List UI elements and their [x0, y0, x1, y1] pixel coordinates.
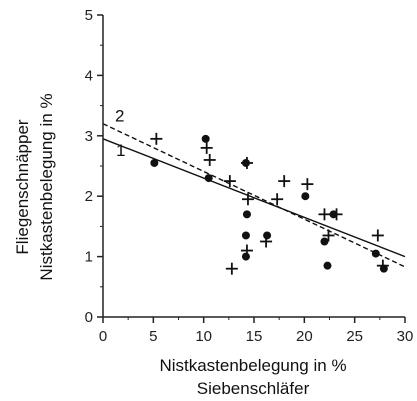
plus-point: [371, 229, 384, 242]
data-marks: [150, 132, 389, 275]
plus-point: [225, 262, 238, 275]
circle-point: [201, 134, 210, 143]
x-tick-label: 30: [397, 328, 414, 345]
plus-point: [240, 244, 253, 257]
circle-point: [320, 237, 329, 246]
x-tick-label: 0: [99, 328, 107, 345]
x-axis-title-line2: Siebenschläfer: [197, 379, 310, 398]
plus-point: [240, 156, 253, 169]
circle-point: [150, 158, 159, 167]
x-tick-label: 5: [149, 328, 157, 345]
circle-point: [323, 261, 332, 270]
plus-point: [271, 193, 284, 206]
circle-point: [301, 192, 310, 201]
plus-point: [318, 208, 331, 221]
plus-point: [200, 141, 213, 154]
plot-area: 12: [102, 107, 406, 268]
regression-line-1: [102, 138, 406, 258]
plus-point: [301, 178, 314, 191]
plus-point: [203, 153, 216, 166]
plus-point: [322, 229, 335, 242]
regression-label-1: 1: [116, 141, 125, 160]
y-axis-title-line1: Fliegenschnäpper: [13, 119, 32, 254]
regression-label-2: 2: [115, 107, 124, 126]
plus-point: [278, 175, 291, 188]
circle-point: [379, 264, 388, 273]
y-tick-label: 4: [85, 67, 93, 84]
y-tick-label: 2: [85, 188, 93, 205]
circle-point: [241, 231, 250, 240]
x-tick-label: 20: [296, 328, 313, 345]
circle-point: [242, 210, 251, 219]
y-tick-label: 0: [85, 309, 93, 326]
y-tick-label: 1: [85, 249, 93, 266]
x-tick-label: 10: [195, 328, 212, 345]
y-tick-label: 3: [85, 128, 93, 145]
plus-point: [241, 193, 254, 206]
x-axis-title-line1: Nistkastenbelegung in %: [159, 356, 346, 375]
x-tick-label: 15: [246, 328, 263, 345]
circle-point: [241, 252, 250, 261]
y-tick-label: 5: [85, 7, 93, 24]
circle-point: [371, 249, 380, 258]
plus-point: [260, 235, 273, 248]
plus-point: [376, 259, 389, 272]
plus-point: [330, 208, 343, 221]
x-tick-label: 25: [346, 328, 363, 345]
plus-point: [150, 132, 163, 145]
regression-line-2: [102, 123, 406, 268]
circle-point: [204, 174, 213, 183]
y-axis-title-line2: Nistkastenbelegung in %: [37, 93, 56, 280]
plus-point: [223, 175, 236, 188]
circle-point: [263, 231, 272, 240]
